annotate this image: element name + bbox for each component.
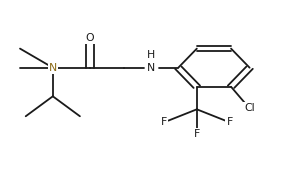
Text: F: F xyxy=(226,117,233,127)
Text: F: F xyxy=(161,117,167,127)
Text: N: N xyxy=(147,63,155,73)
Text: N: N xyxy=(49,63,57,73)
Text: O: O xyxy=(86,33,94,43)
Text: F: F xyxy=(194,129,200,139)
Text: Cl: Cl xyxy=(244,103,255,113)
Text: H: H xyxy=(147,50,155,60)
